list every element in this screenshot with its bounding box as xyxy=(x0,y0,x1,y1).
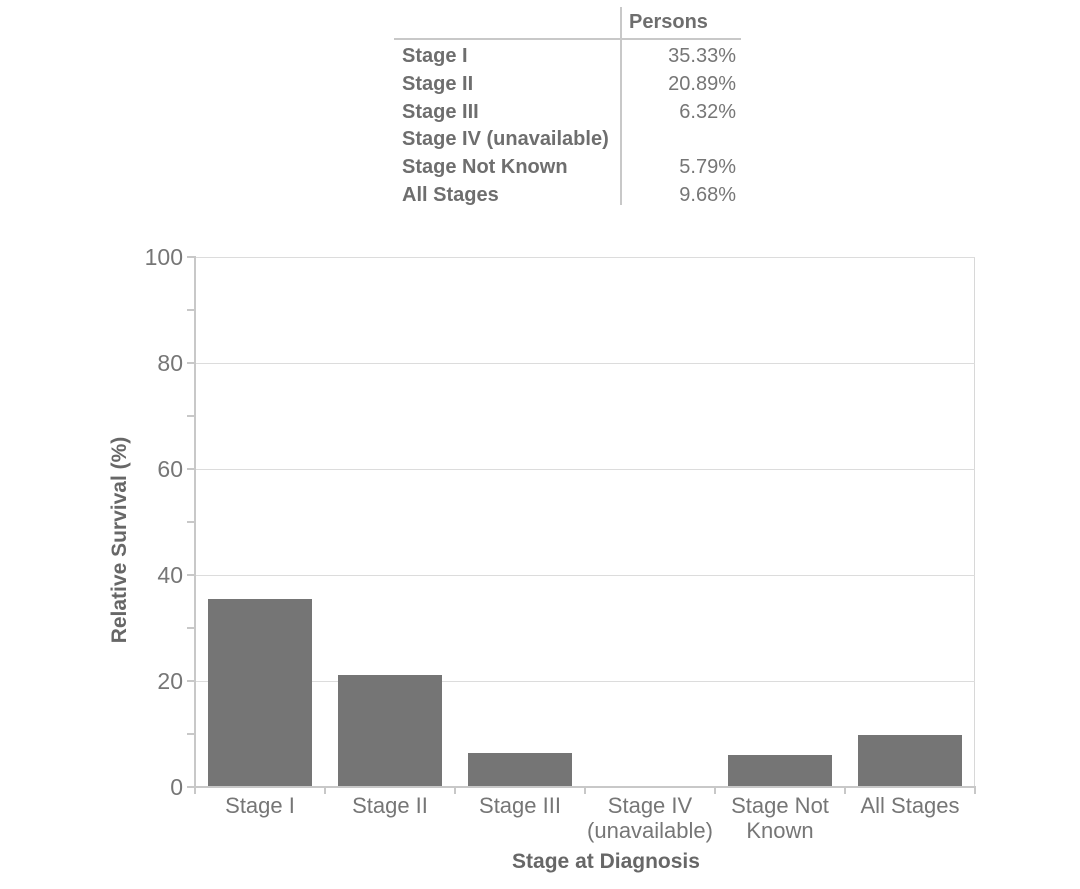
table-row-value: 6.32% xyxy=(679,100,736,123)
table-vertical-separator xyxy=(620,7,622,205)
x-tick-label: Stage II xyxy=(325,793,455,818)
y-gridline xyxy=(195,574,975,576)
y-tick-mark xyxy=(187,309,195,311)
table-row-label: Stage IV (unavailable) xyxy=(402,128,609,151)
x-tick-label-line: Stage III xyxy=(479,793,561,818)
x-tick-mark xyxy=(194,787,196,794)
x-tick-label: All Stages xyxy=(845,793,975,818)
table-row-value: 35.33% xyxy=(668,45,736,68)
y-tick-label: 40 xyxy=(157,562,183,588)
x-tick-label: Stage IV (unavailable) xyxy=(585,793,715,843)
table-row-label: Stage III xyxy=(402,100,479,123)
persons-summary-table: Persons Stage I 35.33% Stage II 20.89% Stage… xyxy=(0,0,1080,220)
x-tick-label: Stage I xyxy=(195,793,325,818)
y-tick-mark xyxy=(187,627,195,629)
table-row-label: Stage Not Known xyxy=(402,156,568,179)
table-row: Stage III 6.32% xyxy=(402,98,736,126)
y-gridline xyxy=(195,362,975,364)
y-gridline xyxy=(195,256,975,258)
x-tick-label-line: Stage II xyxy=(352,793,428,818)
x-tick-label: Stage III xyxy=(455,793,585,818)
y-gridline xyxy=(195,468,975,470)
y-tick-label: 80 xyxy=(157,350,183,376)
table-row: All Stages 9.68% xyxy=(402,181,736,209)
y-tick-mark xyxy=(187,786,195,788)
x-tick-mark xyxy=(844,787,846,794)
x-tick-label-line: Stage IV xyxy=(607,793,693,818)
table-row-label: Stage II xyxy=(402,73,474,95)
bar-stage-ii xyxy=(338,675,442,786)
table-row: Stage IV (unavailable) xyxy=(402,126,736,154)
table-rows: Stage I 35.33% Stage II 20.89% Stage III 6.32… xyxy=(402,43,736,209)
x-tick-mark xyxy=(974,787,976,794)
x-tick-label: Stage Not Known xyxy=(715,793,845,843)
bar-stage-i xyxy=(208,598,312,786)
table-row-value: 5.79% xyxy=(679,156,736,179)
table-row-label: Stage I xyxy=(402,45,468,68)
x-tick-mark xyxy=(584,787,586,794)
x-tick-label-line: All Stages xyxy=(860,793,960,818)
table-row: Stage Not Known 5.79% xyxy=(402,154,736,182)
y-tick-mark xyxy=(187,680,195,682)
plot-right-border xyxy=(974,257,975,787)
table-row-value: 20.89% xyxy=(668,73,736,95)
y-tick-label: 60 xyxy=(157,456,183,482)
table-column-header: Persons xyxy=(629,11,708,33)
table-row: Stage I 35.33% xyxy=(402,43,736,71)
table-header-separator xyxy=(394,38,741,40)
y-tick-mark xyxy=(187,362,195,364)
x-tick-mark xyxy=(714,787,716,794)
y-tick-mark xyxy=(187,468,195,470)
y-tick-mark xyxy=(187,574,195,576)
x-tick-label-line: Stage Not xyxy=(731,793,829,818)
y-tick-mark xyxy=(187,733,195,735)
x-axis-title: Stage at Diagnosis xyxy=(512,850,700,873)
x-tick-label-line: Stage I xyxy=(225,793,295,818)
table-row-label: All Stages xyxy=(402,183,499,206)
x-tick-mark xyxy=(324,787,326,794)
x-tick-mark xyxy=(454,787,456,794)
bar-all-stages xyxy=(858,734,962,786)
table-row-value: 9.68% xyxy=(679,183,736,206)
x-tick-label-line: Known xyxy=(746,818,814,843)
y-tick-label: 100 xyxy=(144,244,183,270)
x-tick-label-line: (unavailable) xyxy=(587,818,713,843)
y-gridline xyxy=(195,680,975,682)
y-tick-mark xyxy=(187,521,195,523)
bar-stage-iii xyxy=(468,752,572,786)
y-tick-label: 20 xyxy=(157,668,183,694)
y-tick-mark xyxy=(187,415,195,417)
y-tick-label: 0 xyxy=(170,774,183,800)
y-tick-mark xyxy=(187,256,195,258)
table-row: Stage II 20.89% xyxy=(402,71,736,99)
y-axis-line xyxy=(194,256,196,788)
bar-stage-not-known xyxy=(728,755,832,786)
